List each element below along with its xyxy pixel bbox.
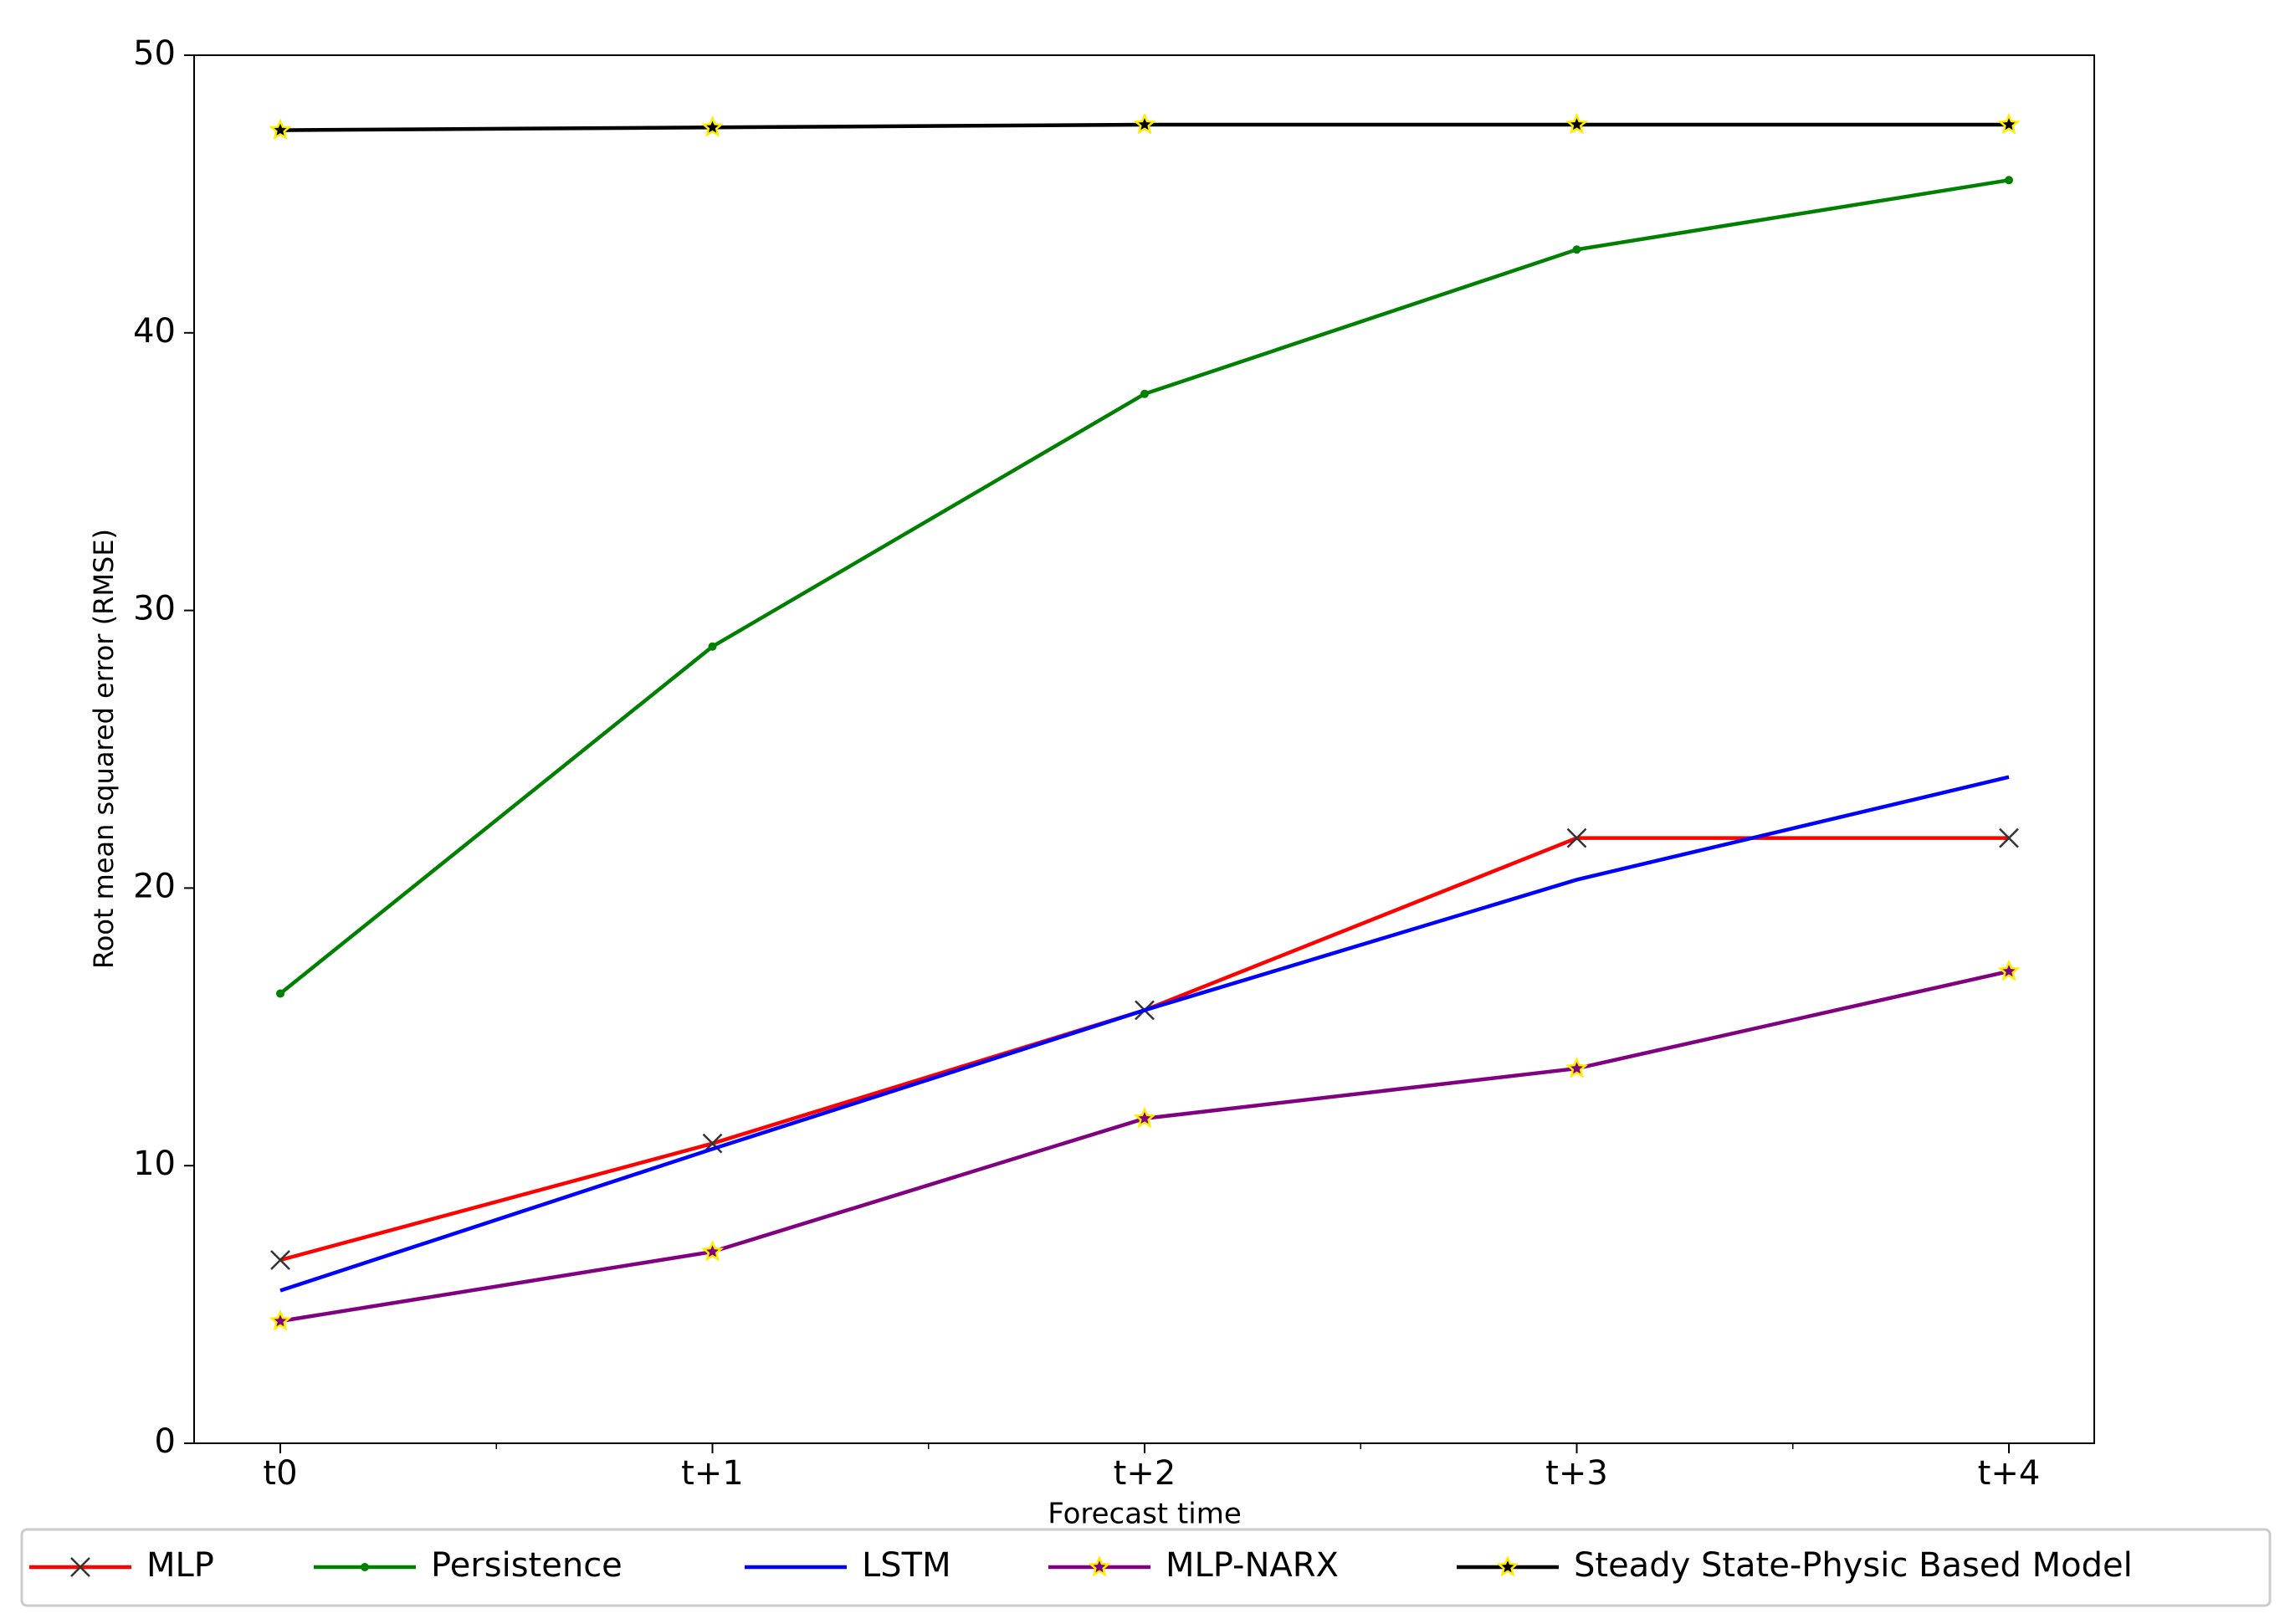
y-axis-label: Root mean squared error (RMSE) — [88, 529, 120, 969]
marker — [700, 115, 725, 137]
legend-label: LSTM — [862, 1546, 951, 1585]
x-tick-label: t+4 — [1978, 1454, 2041, 1493]
marker — [1565, 1056, 1589, 1078]
y-tick-label: 50 — [133, 34, 176, 73]
y-tick-label: 40 — [133, 312, 176, 351]
marker — [1133, 112, 1156, 135]
legend-label: Steady State-Physic Based Model — [1574, 1546, 2133, 1585]
x-tick-label: t+3 — [1545, 1454, 1608, 1493]
marker — [1572, 245, 1581, 254]
series-line — [279, 178, 2010, 996]
legend-label: Persistence — [431, 1546, 623, 1585]
series-line — [279, 836, 2009, 1263]
marker — [708, 642, 717, 651]
x-tick-label: t+1 — [681, 1454, 744, 1493]
legend-label: MLP — [146, 1546, 214, 1585]
marker — [1496, 1555, 1519, 1577]
marker — [1133, 1106, 1156, 1129]
plot-frame — [193, 54, 2095, 1444]
y-tick-label: 0 — [155, 1422, 176, 1461]
marker — [700, 1239, 725, 1262]
marker — [1997, 112, 2021, 135]
marker — [1997, 959, 2021, 981]
marker — [276, 989, 284, 998]
marker — [1999, 827, 2019, 848]
x-tick-label: t0 — [263, 1454, 297, 1493]
series-line — [279, 969, 2010, 1324]
marker — [1565, 112, 1589, 135]
marker — [70, 1557, 90, 1577]
legend-label: MLP-NARX — [1166, 1546, 1339, 1585]
marker — [1088, 1555, 1111, 1577]
y-tick-label: 20 — [133, 867, 176, 905]
marker — [1566, 827, 1587, 848]
marker — [2005, 176, 2013, 185]
marker — [1140, 389, 1149, 398]
marker — [361, 1563, 369, 1571]
x-axis-label: Forecast time — [1048, 1498, 1242, 1531]
series-line — [279, 775, 2010, 1293]
marker — [269, 118, 292, 141]
y-tick-label: 10 — [133, 1145, 176, 1183]
x-tick-label: t+2 — [1114, 1454, 1176, 1493]
y-tick-label: 30 — [133, 590, 176, 628]
marker — [270, 1250, 290, 1270]
marker — [269, 1309, 292, 1331]
